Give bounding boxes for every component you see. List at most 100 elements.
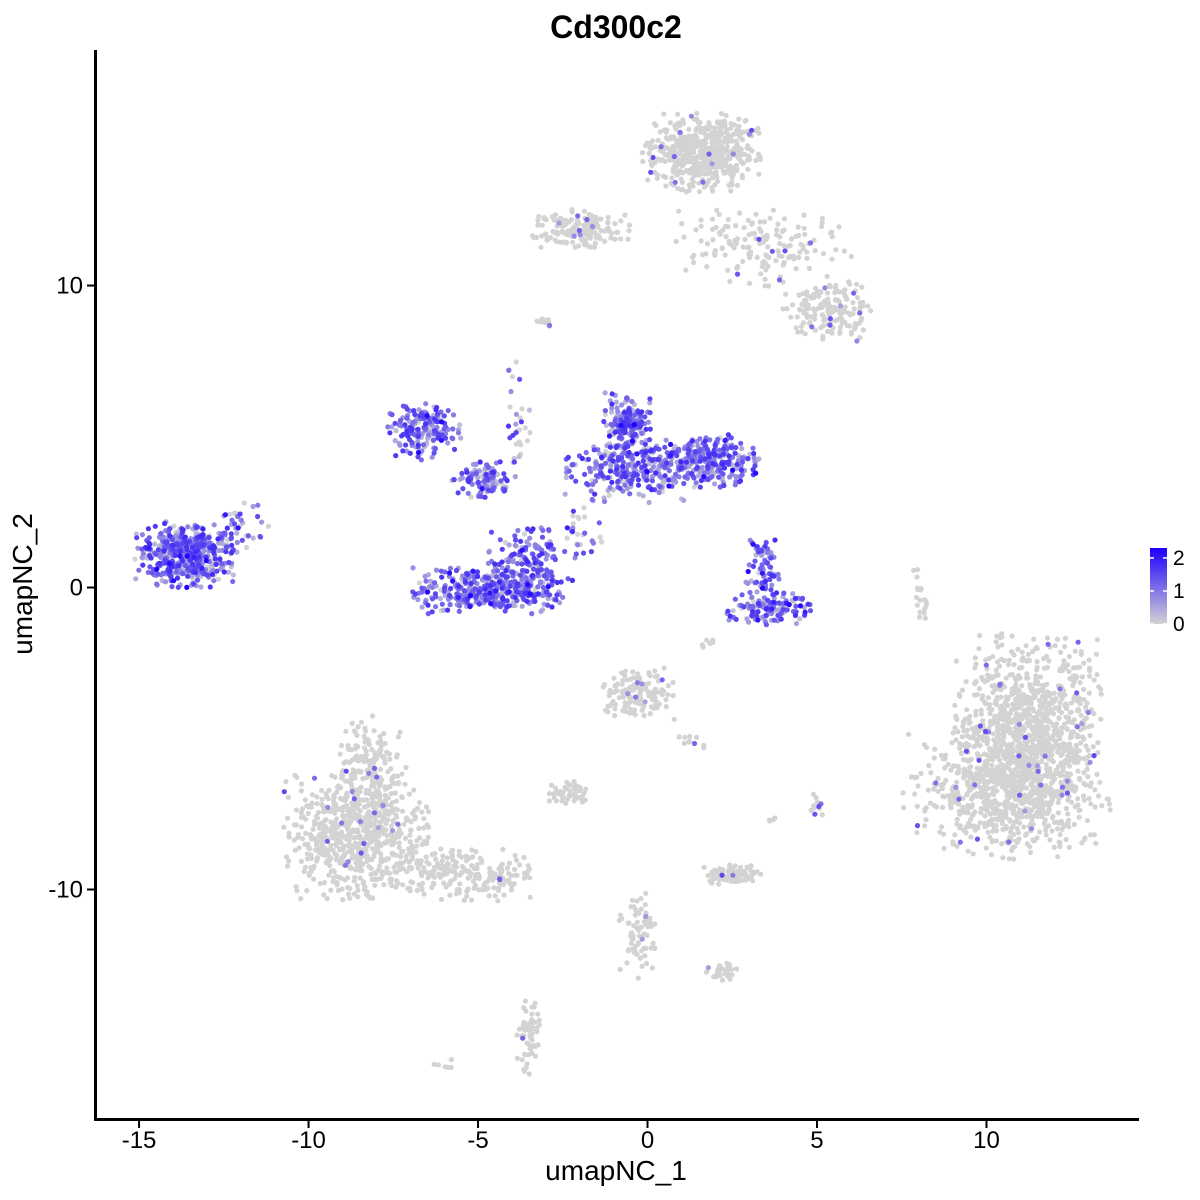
data-point <box>1059 826 1065 833</box>
data-point <box>1096 684 1102 690</box>
data-point <box>379 858 385 864</box>
data-point <box>555 231 561 237</box>
data-point <box>355 758 361 764</box>
data-point <box>718 125 724 131</box>
data-point <box>512 474 518 480</box>
data-point <box>415 865 421 871</box>
data-point <box>1010 844 1016 850</box>
data-point <box>686 738 693 744</box>
data-point <box>701 864 707 870</box>
data-point <box>1015 830 1022 836</box>
data-point <box>529 1004 535 1010</box>
data-point <box>1029 817 1035 823</box>
data-point <box>425 809 432 815</box>
data-point <box>315 809 321 816</box>
data-point <box>513 421 519 427</box>
data-point <box>1031 636 1037 642</box>
data-point <box>614 229 620 235</box>
data-point <box>384 865 390 871</box>
data-point <box>606 492 612 498</box>
data-point <box>1095 793 1102 799</box>
data-point <box>544 237 550 243</box>
data-point <box>693 227 699 233</box>
data-point <box>1011 662 1017 668</box>
data-point <box>362 725 368 731</box>
data-point <box>570 521 576 527</box>
data-point <box>713 973 719 979</box>
data-point <box>331 792 337 799</box>
data-point <box>1026 712 1032 718</box>
data-point <box>314 855 320 861</box>
data-point <box>366 830 372 836</box>
chart-title: Cd300c2 <box>550 9 682 45</box>
data-point <box>934 804 940 810</box>
data-point <box>499 861 505 867</box>
data-point <box>1048 780 1054 786</box>
data-point <box>384 832 390 839</box>
data-point <box>527 875 533 881</box>
data-point <box>645 689 651 695</box>
data-point <box>358 784 364 790</box>
data-point <box>466 868 472 874</box>
data-point <box>1075 706 1081 713</box>
data-point <box>829 256 835 262</box>
data-point <box>723 234 729 240</box>
data-point <box>1076 734 1082 740</box>
data-point <box>445 440 451 446</box>
data-point <box>954 770 960 776</box>
data-point <box>352 874 358 880</box>
data-point <box>362 814 368 820</box>
data-point <box>781 259 787 266</box>
data-point <box>1065 811 1071 817</box>
data-point <box>1001 657 1007 664</box>
data-point <box>628 904 634 910</box>
data-point <box>991 720 997 726</box>
data-point <box>347 811 353 817</box>
data-point <box>956 691 962 698</box>
data-point <box>618 218 624 224</box>
data-point <box>339 856 345 862</box>
data-point <box>345 743 351 749</box>
data-point <box>1092 787 1098 793</box>
data-point <box>819 812 825 818</box>
data-point <box>630 710 637 716</box>
data-point <box>1026 657 1033 664</box>
data-point <box>334 852 340 858</box>
data-point <box>1035 681 1041 687</box>
data-point <box>1060 662 1066 669</box>
data-point <box>552 237 558 243</box>
data-point <box>369 746 375 753</box>
data-point <box>326 857 332 864</box>
data-point <box>1025 651 1031 658</box>
data-point <box>347 759 353 766</box>
data-point <box>802 231 808 237</box>
data-point <box>1020 782 1026 788</box>
data-point <box>393 798 400 804</box>
data-point <box>1098 691 1104 697</box>
data-point <box>1044 766 1050 772</box>
data-point <box>1009 775 1015 781</box>
data-point <box>960 719 967 725</box>
data-point <box>397 866 403 873</box>
data-point <box>1006 856 1013 862</box>
data-point <box>1078 740 1084 746</box>
data-point <box>1020 700 1026 706</box>
data-point <box>1053 705 1059 711</box>
data-point <box>982 699 988 705</box>
data-point <box>367 895 373 901</box>
data-point <box>486 893 492 899</box>
data-point <box>355 887 361 894</box>
data-point <box>638 906 644 912</box>
data-point <box>717 137 723 144</box>
data-point <box>377 783 383 789</box>
data-point <box>371 853 377 859</box>
data-point <box>1074 802 1081 808</box>
data-point <box>993 816 999 822</box>
data-point <box>803 297 809 304</box>
data-point <box>819 215 826 222</box>
data-point <box>611 689 617 695</box>
data-point <box>1013 697 1019 703</box>
data-point <box>500 846 506 853</box>
data-point <box>1001 707 1008 713</box>
data-point <box>1009 690 1015 696</box>
